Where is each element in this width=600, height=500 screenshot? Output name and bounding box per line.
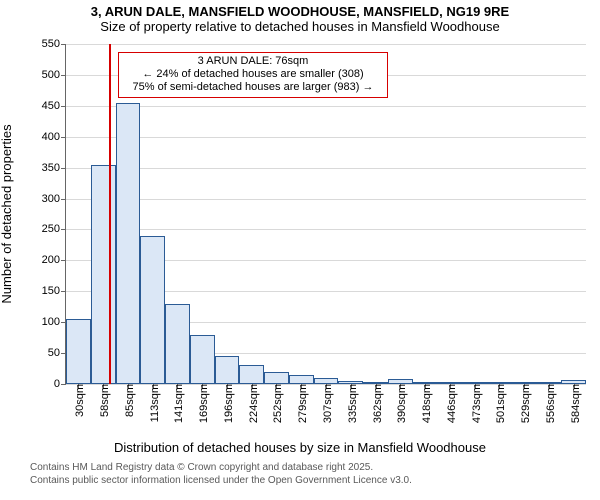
xtick-label: 418sqm	[417, 384, 433, 423]
gridline	[66, 168, 586, 169]
chart-plot-area: 05010015020025030035040045050055030sqm58…	[65, 44, 586, 385]
ytick-label: 50	[48, 347, 66, 359]
xtick-label: 390sqm	[392, 384, 408, 423]
histogram-bar	[289, 375, 314, 384]
histogram-bar	[66, 319, 91, 384]
xtick-label: 58sqm	[95, 384, 111, 417]
histogram-bar	[116, 103, 141, 384]
footnote-line1: Contains HM Land Registry data © Crown c…	[30, 462, 600, 475]
xtick-label: 446sqm	[442, 384, 458, 423]
ytick-label: 350	[42, 162, 66, 174]
ytick-label: 550	[42, 38, 66, 50]
xtick-label: 169sqm	[194, 384, 210, 423]
xtick-label: 141sqm	[169, 384, 185, 423]
gridline	[66, 106, 586, 107]
annotation-line: 3 ARUN DALE: 76sqm	[123, 55, 383, 68]
xtick-label: 501sqm	[491, 384, 507, 423]
annotation-line: 75% of semi-detached houses are larger (…	[123, 81, 383, 94]
xtick-label: 529sqm	[516, 384, 532, 423]
histogram-bar	[91, 165, 116, 384]
ytick-label: 450	[42, 100, 66, 112]
footnote-line2: Contains public sector information licen…	[30, 475, 600, 488]
histogram-bar	[215, 356, 240, 384]
ytick-label: 500	[42, 69, 66, 81]
ytick-label: 200	[42, 254, 66, 266]
xtick-label: 196sqm	[219, 384, 235, 423]
subject-marker-line	[109, 44, 111, 384]
xtick-label: 85sqm	[120, 384, 136, 417]
gridline	[66, 229, 586, 230]
xtick-label: 224sqm	[244, 384, 260, 423]
xtick-label: 113sqm	[145, 384, 161, 422]
xtick-label: 473sqm	[467, 384, 483, 423]
histogram-bar	[165, 304, 190, 384]
gridline	[66, 199, 586, 200]
title-address: 3, ARUN DALE, MANSFIELD WOODHOUSE, MANSF…	[0, 4, 600, 19]
xtick-label: 556sqm	[541, 384, 557, 423]
xtick-label: 279sqm	[293, 384, 309, 423]
ytick-label: 300	[42, 193, 66, 205]
gridline	[66, 44, 586, 45]
histogram-bar	[239, 365, 264, 384]
annotation-line: ← 24% of detached houses are smaller (30…	[123, 68, 383, 81]
ytick-label: 400	[42, 131, 66, 143]
histogram-bar	[264, 372, 289, 384]
xtick-label: 30sqm	[70, 384, 86, 417]
gridline	[66, 137, 586, 138]
xtick-label: 307sqm	[318, 384, 334, 423]
ytick-label: 100	[42, 316, 66, 328]
title-subtitle: Size of property relative to detached ho…	[0, 19, 600, 34]
ytick-label: 250	[42, 223, 66, 235]
footnote: Contains HM Land Registry data © Crown c…	[0, 462, 600, 487]
ytick-label: 0	[54, 378, 66, 390]
histogram-bar	[190, 335, 215, 384]
xtick-label: 362sqm	[368, 384, 384, 423]
annotation-box: 3 ARUN DALE: 76sqm← 24% of detached hous…	[118, 52, 388, 98]
x-axis-label: Distribution of detached houses by size …	[0, 440, 600, 455]
ytick-label: 150	[42, 285, 66, 297]
title-block: 3, ARUN DALE, MANSFIELD WOODHOUSE, MANSF…	[0, 0, 600, 34]
xtick-label: 252sqm	[268, 384, 284, 423]
y-axis-label: Number of detached properties	[0, 124, 14, 303]
xtick-label: 335sqm	[343, 384, 359, 423]
histogram-bar	[140, 236, 165, 384]
xtick-label: 584sqm	[566, 384, 582, 423]
